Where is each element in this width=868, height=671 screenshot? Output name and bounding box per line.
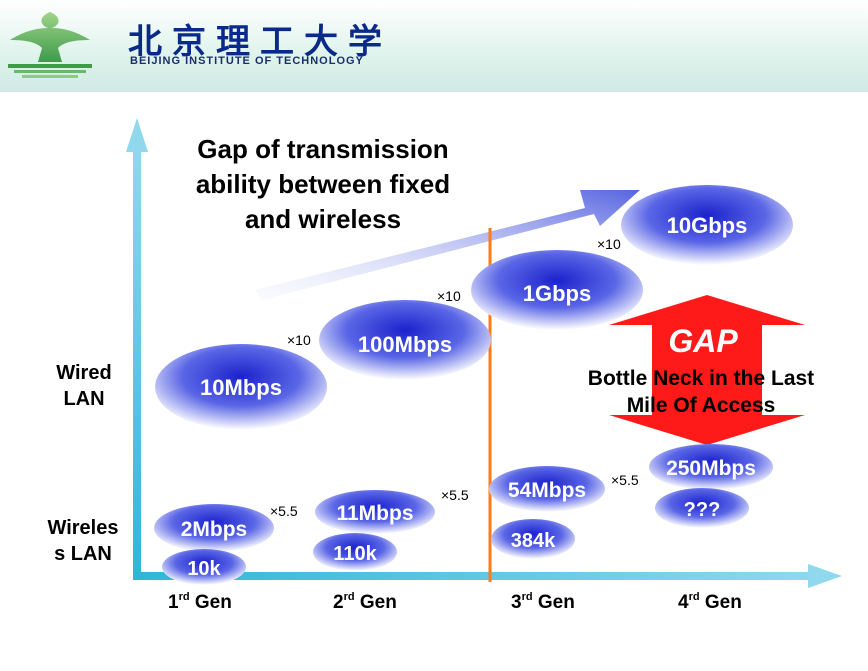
y-label-wireless-line-1: Wireles [48, 517, 119, 539]
wireless-rate-gen4-high: 250Mbps [666, 457, 756, 480]
gap-title-line-3: and wireless [245, 204, 401, 234]
wired-multiplier-2-3: ×10 [437, 288, 461, 304]
bubble-wired-gen1 [155, 344, 327, 430]
wired-multiplier-3-4: ×10 [597, 236, 621, 252]
bottleneck-text-line-2: Mile Of Access [627, 394, 776, 417]
gap-title-line-1: Gap of transmission [197, 134, 448, 164]
wireless-rate-gen2-high: 11Mbps [336, 502, 413, 525]
bubble-wireless-gen1-low [162, 549, 246, 585]
x-label-gen2: 2rd Gen [333, 591, 397, 613]
bubble-wireless-gen4-high [649, 444, 773, 490]
wired-multiplier-1-2: ×10 [287, 332, 311, 348]
wired-rate-gen4: 10Gbps [667, 213, 748, 238]
wireless-multiplier-3-4: ×5.5 [611, 472, 639, 488]
wireless-rate-gen3-low: 384k [511, 530, 556, 552]
bubble-wireless-gen1-high [154, 504, 274, 552]
y-axis-arrowhead-icon [126, 118, 148, 152]
wireless-multiplier-1-2: ×5.5 [270, 503, 298, 519]
wireless-rate-gen1-low: 10k [187, 558, 221, 580]
bubble-wired-gen4 [621, 185, 793, 265]
university-name-chinese: 北京理工大学 [128, 22, 392, 62]
wireless-rate-gen3-high: 54Mbps [508, 479, 586, 502]
x-label-gen3: 3rd Gen [511, 591, 575, 613]
x-label-gen4: 4rd Gen [678, 591, 742, 613]
wireless-rate-gen4-low: ??? [684, 499, 721, 521]
y-label-wired-line-2: LAN [63, 388, 104, 410]
x-axis [133, 572, 813, 580]
y-label-wireless-line-2: s LAN [54, 543, 112, 565]
y-label-wired-line-1: Wired [56, 362, 111, 384]
trend-arrow-icon [255, 190, 640, 300]
bubble-wired-gen2 [319, 300, 491, 380]
header-bar: 北京理工大学 BEIJING INSTITUTE OF TECHNOLOGY [0, 0, 868, 92]
wireless-rate-gen1-high: 2Mbps [181, 518, 248, 541]
x-axis-arrowhead-icon [808, 564, 842, 588]
gap-title-line-2: ability between fixed [196, 169, 450, 199]
wired-rate-gen1: 10Mbps [200, 375, 282, 400]
wireless-multiplier-2-3: ×5.5 [441, 487, 469, 503]
wireless-rate-gen2-low: 110k [333, 543, 377, 565]
wired-rate-gen2: 100Mbps [358, 332, 452, 357]
bubble-wireless-gen2-high [315, 490, 435, 534]
bubble-wireless-gen3-low [491, 519, 575, 559]
y-axis [133, 150, 141, 580]
gap-label: GAP [668, 323, 738, 359]
university-name-english: BEIJING INSTITUTE OF TECHNOLOGY [130, 55, 364, 67]
bubble-wireless-gen2-low [313, 533, 397, 571]
bubble-wireless-gen4-low [655, 488, 749, 528]
x-label-gen1: 1rd Gen [168, 591, 232, 613]
bubble-wireless-gen3-high [489, 466, 605, 512]
gap-double-arrow-icon [609, 295, 805, 445]
bit-logo-icon [8, 12, 92, 78]
bubble-wired-gen3 [471, 250, 643, 330]
bottleneck-text-line-1: Bottle Neck in the Last [588, 367, 814, 390]
wired-rate-gen3: 1Gbps [523, 281, 591, 306]
